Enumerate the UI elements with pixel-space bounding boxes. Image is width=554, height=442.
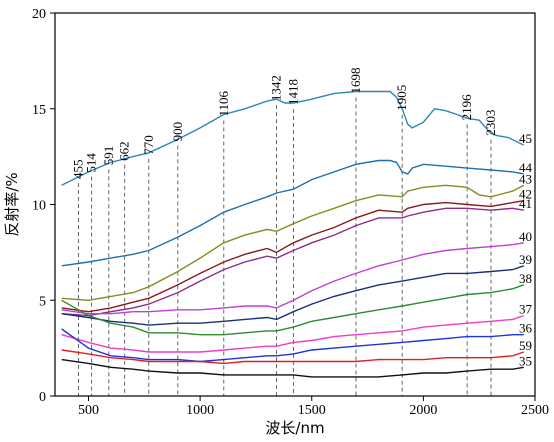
series-lines — [61, 90, 525, 378]
series-line-44 — [61, 159, 524, 267]
x-tick-label-2500: 2500 — [521, 403, 549, 418]
marker-label-770: 770 — [141, 135, 156, 155]
marker-label-455: 455 — [70, 159, 85, 179]
series-label-37: 37 — [519, 302, 533, 317]
series-label-36: 36 — [519, 321, 533, 336]
series-label-41: 41 — [519, 196, 532, 211]
marker-label-1418: 1418 — [285, 79, 300, 105]
x-tick-label-500: 500 — [78, 403, 99, 418]
series-line-45 — [61, 90, 525, 186]
y-tick-label-20: 20 — [32, 7, 46, 22]
marker-label-2196: 2196 — [459, 94, 474, 121]
x-axis-title: 波长/nm — [265, 419, 324, 437]
series-line-37 — [61, 314, 525, 353]
series-line-38 — [61, 284, 525, 336]
marker-label-662: 662 — [117, 141, 132, 161]
x-tick-label-2000: 2000 — [409, 403, 437, 418]
series-label-45: 45 — [519, 131, 532, 146]
series-label-44: 44 — [519, 160, 533, 175]
series-line-42 — [61, 200, 524, 313]
y-tick-label-0: 0 — [39, 390, 46, 405]
series-line-35 — [61, 358, 524, 378]
series-line-39 — [61, 265, 525, 326]
marker-label-1698: 1698 — [348, 68, 363, 94]
marker-label-1342: 1342 — [268, 75, 283, 101]
series-line-36 — [61, 328, 524, 363]
series-line-40 — [61, 242, 524, 315]
y-axis-title: 反射率/% — [3, 172, 21, 236]
x-tick-label-1000: 1000 — [186, 403, 214, 418]
series-line-59 — [61, 349, 525, 365]
ticks: 500 1000 1500 2000 2500 0 5 10 15 20 — [32, 7, 549, 418]
series-line-43 — [61, 184, 525, 302]
series-label-42: 42 — [519, 187, 532, 202]
series-label-40: 40 — [519, 229, 532, 244]
marker-label-900: 900 — [170, 122, 185, 142]
series-label-35: 35 — [519, 353, 532, 368]
series-label-43: 43 — [519, 171, 532, 186]
marker-label-591: 591 — [101, 146, 116, 166]
y-tick-label-5: 5 — [39, 294, 46, 309]
series-label-59: 59 — [519, 338, 532, 353]
series-line-41 — [61, 207, 524, 317]
series-label-39: 39 — [519, 252, 532, 267]
marker-label-1905: 1905 — [394, 85, 409, 111]
series-label-38: 38 — [519, 271, 532, 286]
x-tick-label-1500: 1500 — [298, 403, 326, 418]
marker-label-514: 514 — [84, 153, 99, 173]
y-tick-label-10: 10 — [32, 199, 46, 214]
marker-label-2303: 2303 — [483, 110, 498, 136]
y-tick-label-15: 15 — [32, 103, 46, 118]
marker-label-1106: 1106 — [216, 90, 231, 116]
